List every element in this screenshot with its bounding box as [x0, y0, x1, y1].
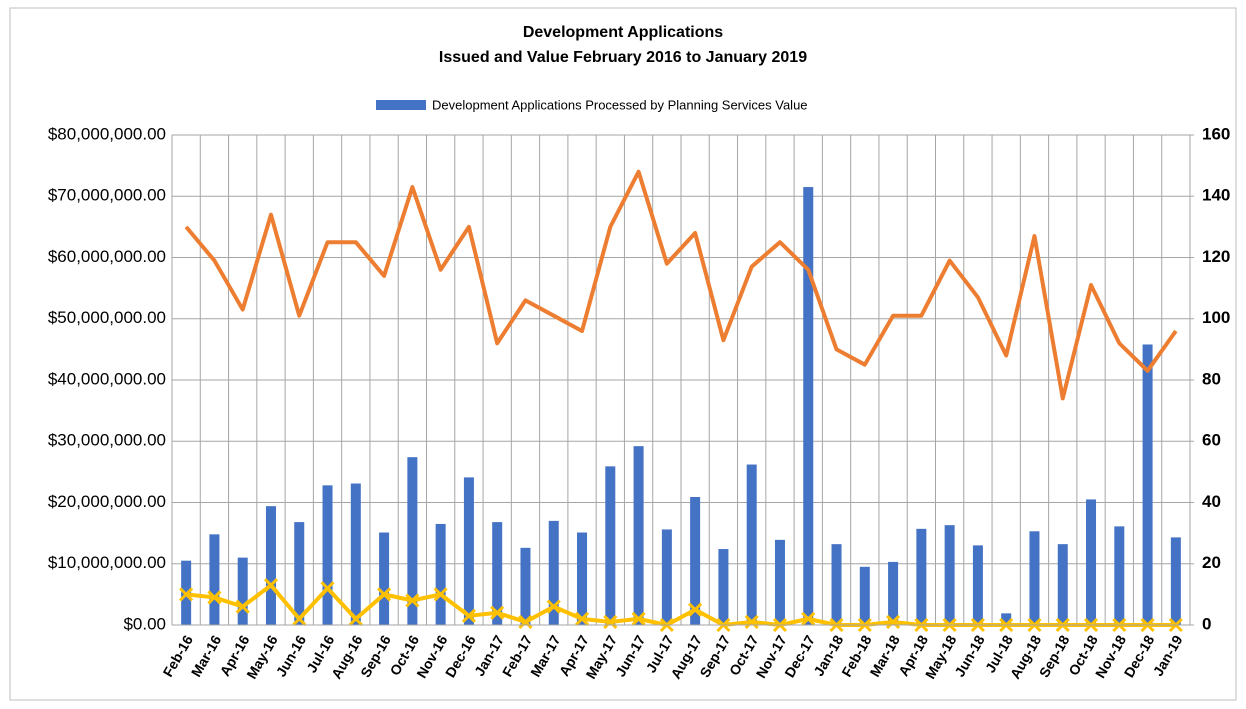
bar: [577, 532, 588, 625]
bar: [831, 544, 842, 625]
bar: [746, 464, 757, 625]
y-tick-label: $40,000,000.00: [48, 369, 166, 388]
marker: [433, 587, 448, 602]
y-tick-label: $60,000,000.00: [48, 247, 166, 266]
marker: [320, 581, 335, 596]
bar: [379, 532, 390, 625]
y2-tick-label: 120: [1202, 247, 1230, 266]
marker: [490, 605, 505, 620]
bar: [322, 485, 333, 625]
y-tick-label: $0.00: [123, 614, 166, 633]
marker: [688, 602, 703, 617]
marker: [744, 614, 759, 629]
bar: [1057, 544, 1068, 625]
marker: [263, 578, 279, 593]
marker: [631, 611, 646, 626]
line: [184, 169, 1178, 401]
chart-subtitle: Issued and Value February 2016 to Januar…: [439, 49, 807, 66]
marker: [518, 614, 533, 629]
bar: [774, 539, 785, 625]
marker: [801, 611, 816, 626]
chart-title: Development Applications: [523, 24, 723, 41]
bar: [492, 522, 503, 625]
bar: [265, 506, 276, 625]
bar: [859, 566, 870, 625]
marker: [377, 587, 392, 602]
marker: [461, 608, 476, 623]
bar: [605, 466, 616, 625]
y-tick-label: $80,000,000.00: [48, 124, 166, 143]
bar: [1142, 344, 1153, 625]
marker: [546, 599, 561, 614]
y-tick-label: $30,000,000.00: [48, 431, 166, 450]
bar: [209, 534, 220, 625]
bar: [350, 483, 361, 625]
bar: [463, 477, 474, 625]
bar: [294, 522, 305, 625]
bar: [661, 529, 672, 625]
marker: [603, 614, 618, 629]
bar: [407, 457, 418, 625]
bar: [520, 547, 531, 625]
marker: [179, 587, 194, 602]
bar: [690, 496, 701, 625]
bar: [633, 446, 644, 625]
marker: [348, 611, 363, 626]
marker: [292, 611, 307, 626]
bar: [803, 187, 814, 625]
y2-tick-label: 160: [1202, 124, 1230, 143]
bar: [1029, 531, 1040, 625]
bar: [435, 523, 446, 625]
legend-swatch: [376, 100, 426, 110]
bar: [237, 557, 248, 625]
y2-tick-label: 140: [1202, 186, 1230, 205]
y2-tick-label: 80: [1202, 369, 1221, 388]
bar: [1114, 526, 1125, 625]
y-tick-label: $10,000,000.00: [48, 553, 166, 572]
bar: [548, 520, 559, 625]
bar: [916, 528, 927, 625]
y2-tick-label: 20: [1202, 553, 1221, 572]
bar: [1001, 613, 1012, 625]
marker: [886, 614, 901, 629]
bar: [972, 545, 983, 625]
legend-label: Development Applications Processed by Pl…: [432, 97, 808, 112]
y-tick-label: $50,000,000.00: [48, 308, 166, 327]
y2-tick-label: 40: [1202, 492, 1221, 511]
marker: [207, 590, 222, 605]
marker: [405, 593, 420, 608]
y-tick-label: $20,000,000.00: [48, 492, 166, 511]
bar: [944, 525, 955, 625]
marker: [574, 611, 590, 626]
bar: [888, 561, 899, 625]
y2-tick-label: 100: [1202, 308, 1230, 327]
bar: [1086, 499, 1097, 625]
marker: [235, 599, 250, 614]
y2-tick-label: 60: [1202, 431, 1221, 450]
bar: [1170, 537, 1181, 625]
y2-tick-label: 0: [1202, 614, 1211, 633]
y-tick-label: $70,000,000.00: [48, 186, 166, 205]
bar: [718, 549, 729, 625]
